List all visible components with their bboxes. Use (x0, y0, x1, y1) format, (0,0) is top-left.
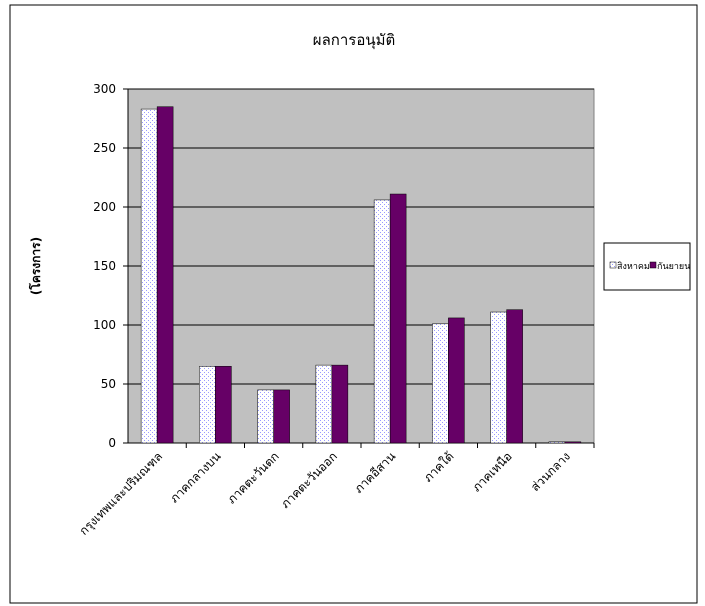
bar (140, 108, 158, 444)
bar (156, 106, 174, 444)
y-axis-label: (โครงการ) (28, 237, 43, 295)
bar (548, 441, 566, 444)
bar (564, 441, 582, 444)
bar (215, 366, 232, 444)
bar (432, 323, 449, 444)
bar (490, 311, 507, 444)
bar (506, 309, 523, 444)
legend-box (603, 242, 691, 291)
y-tick-label: 0 (108, 436, 116, 450)
legend-label: กันยายน (657, 262, 690, 272)
y-tick-label: 100 (93, 318, 116, 332)
bar (331, 364, 349, 444)
bar (273, 389, 290, 444)
bar (199, 366, 216, 444)
bar (257, 389, 274, 444)
y-tick-label: 150 (93, 259, 116, 273)
legend-swatch (649, 261, 657, 269)
legend-swatch (609, 261, 617, 269)
y-tick-label: 50 (101, 377, 116, 391)
y-tick-label: 250 (93, 141, 116, 155)
bar (315, 364, 333, 444)
legend-label: สิงหาคม (617, 261, 650, 272)
chart-title: ผลการอนุมัติ (313, 31, 395, 50)
bar (373, 199, 391, 444)
bar (448, 317, 465, 444)
y-tick-label: 200 (93, 200, 116, 214)
y-tick-label: 300 (93, 82, 116, 96)
bar (389, 193, 407, 444)
